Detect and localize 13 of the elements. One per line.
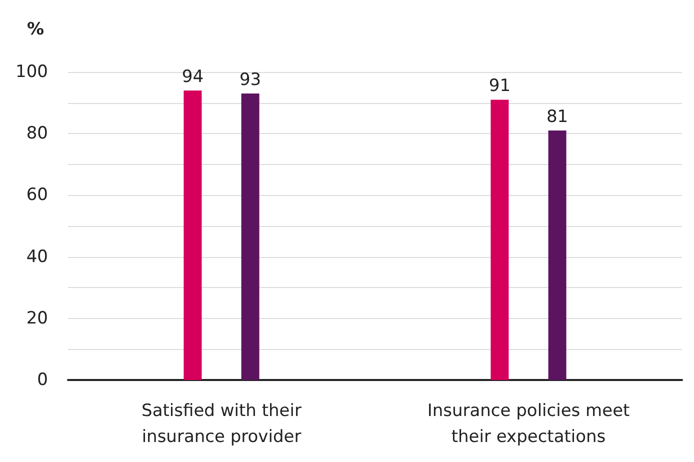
y-tick-label: 0 [37,370,48,390]
data-label: 91 [488,76,511,96]
x-tick-label: Satisfied with their insurance provider [142,401,302,447]
y-tick-label: 80 [26,124,48,144]
y-tick-label: 100 [16,62,48,82]
data-label: 94 [182,66,204,87]
y-axis-title: % [27,20,44,40]
data-label: 81 [546,107,568,128]
y-tick-label: 20 [26,308,48,328]
x-tick-label: Insurance policies meet their expectations [427,401,630,447]
y-tick-label: 60 [26,185,48,206]
data-label: 93 [239,70,262,90]
y-tick-label: 40 [26,246,48,267]
